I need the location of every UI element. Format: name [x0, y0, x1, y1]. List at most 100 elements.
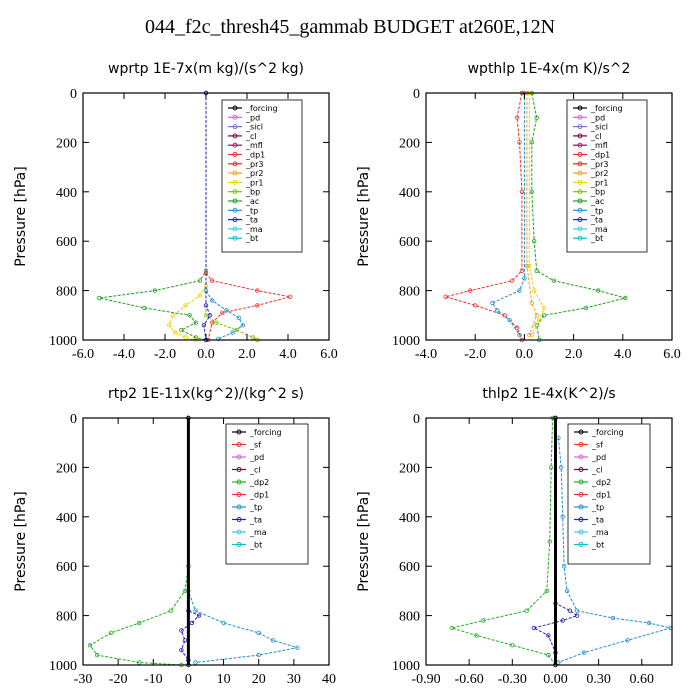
legend-marker — [232, 226, 238, 232]
legend-marker — [577, 142, 583, 148]
legend-marker — [577, 152, 583, 157]
data-point — [547, 539, 552, 544]
x-tick-label: 4.0 — [614, 347, 632, 362]
y-tick-label: 0 — [413, 412, 420, 427]
legend-marker — [578, 479, 584, 485]
legend-entry: _sf — [249, 441, 261, 450]
data-point — [514, 325, 520, 330]
subplot-title: rtp2 1E-11x(kg^2)/(kg^2 s) — [108, 386, 304, 402]
data-point — [230, 330, 235, 335]
data-point — [544, 588, 549, 594]
subplot-title: thlp2 1E-4x(K^2)/s — [482, 386, 615, 402]
data-point — [529, 300, 534, 306]
data-point — [187, 313, 192, 318]
legend-marker — [577, 105, 583, 111]
data-point — [514, 115, 520, 120]
plot-frame — [425, 417, 673, 666]
legend-entry: _sicl — [590, 123, 608, 132]
x-tick-label: 6.0 — [320, 347, 338, 362]
legend-entry: _ma — [590, 225, 608, 234]
legend-marker — [232, 133, 238, 139]
legend-entry: _ma — [249, 528, 267, 537]
y-tick-label: 800 — [56, 285, 77, 300]
data-point — [534, 313, 539, 318]
legend-entry: _pr1 — [590, 178, 608, 187]
data-point — [179, 628, 184, 633]
x-tick-label: -2.0 — [464, 347, 486, 362]
data-point — [519, 189, 525, 194]
data-point — [255, 303, 260, 308]
data-point — [201, 323, 207, 328]
legend-entry: _ta — [249, 516, 262, 525]
legend-marker — [578, 517, 584, 522]
data-point — [574, 608, 580, 613]
data-point — [561, 564, 567, 569]
legend-marker — [578, 529, 584, 535]
legend-entry: _dp2 — [591, 478, 611, 487]
x-tick-label: 0 — [185, 672, 192, 687]
data-point — [534, 268, 539, 273]
y-tick-label: 400 — [56, 511, 77, 526]
x-tick-label: -2.0 — [154, 347, 176, 362]
legend-marker — [577, 124, 583, 130]
legend-marker — [577, 133, 583, 139]
legend-marker — [232, 189, 238, 195]
y-axis-label: Pressure [hPa] — [13, 491, 29, 591]
legend-marker — [236, 517, 242, 522]
x-tick-label: -0.30 — [498, 672, 527, 687]
data-point — [97, 295, 102, 301]
series-line-ac — [99, 93, 207, 341]
y-tick-label: 400 — [56, 186, 77, 201]
legend-entry: _forcing — [591, 428, 624, 437]
series-line-dp2 — [449, 417, 556, 666]
legend-entry: _sf — [591, 441, 603, 450]
data-point — [256, 652, 261, 658]
y-tick-label: 200 — [399, 461, 420, 476]
legend-entry: _pr2 — [590, 169, 608, 178]
data-point — [560, 618, 565, 623]
legend-marker — [577, 198, 583, 204]
legend-marker — [232, 198, 238, 204]
data-point — [203, 313, 209, 318]
data-point — [203, 303, 209, 308]
data-point — [166, 323, 172, 328]
data-point — [519, 268, 525, 273]
subplot-title: wpthlp 1E-4x(m K)/s^2 — [468, 61, 631, 77]
legend-marker — [232, 142, 238, 148]
data-point — [183, 303, 188, 308]
legend-entry: _ta — [590, 216, 603, 225]
data-point — [216, 336, 221, 341]
legend-entry: _cl — [590, 132, 602, 141]
legend-marker — [232, 170, 238, 176]
data-point — [560, 514, 565, 519]
data-point — [495, 308, 500, 313]
series-line-dp2 — [89, 418, 189, 666]
y-tick-label: 0 — [413, 87, 420, 102]
legend-entry: _bt — [591, 541, 604, 550]
legend-marker — [577, 226, 583, 232]
legend-entry: _cl — [245, 132, 257, 141]
y-tick-label: 600 — [399, 235, 420, 250]
y-tick-label: 1000 — [49, 659, 77, 674]
data-point — [173, 330, 178, 335]
data-point — [509, 278, 515, 283]
data-point — [193, 320, 198, 325]
data-point — [136, 660, 142, 665]
legend-marker — [578, 454, 584, 460]
legend-entry: _ac — [590, 197, 604, 206]
data-point — [529, 332, 534, 338]
legend-marker — [578, 504, 584, 510]
legend-entry: _forcing — [249, 428, 282, 437]
data-point — [443, 294, 448, 299]
data-point — [559, 465, 564, 470]
series-line-ta — [203, 93, 211, 341]
data-point — [182, 638, 188, 643]
x-tick-label: -0.60 — [455, 672, 484, 687]
x-tick-label: 30 — [287, 672, 301, 687]
data-point — [152, 288, 157, 293]
data-point — [207, 313, 213, 318]
x-tick-label: -4.0 — [415, 347, 437, 362]
data-point — [193, 335, 198, 340]
data-point — [549, 465, 554, 470]
legend-marker — [577, 189, 583, 195]
